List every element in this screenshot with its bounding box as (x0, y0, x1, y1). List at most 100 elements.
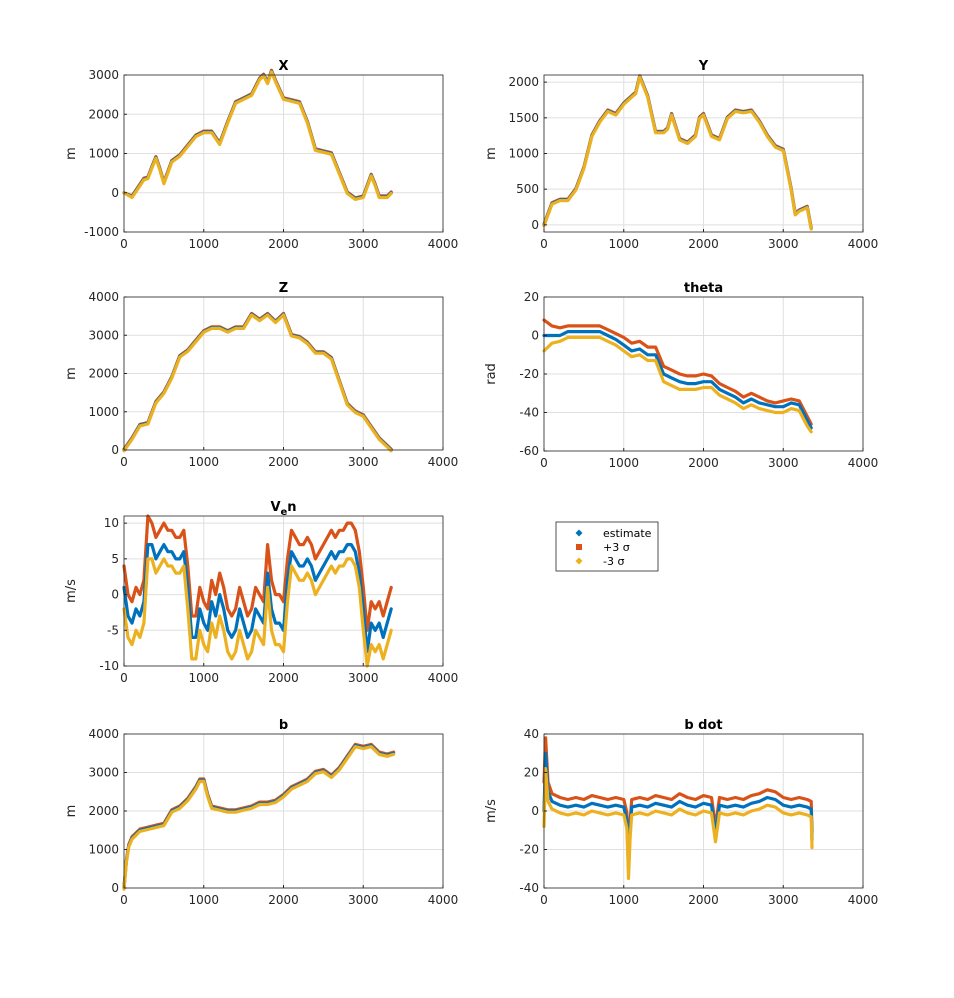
tick-label-x: 1000 (608, 237, 639, 251)
y-axis-label: m (64, 805, 79, 818)
tick-label-y: 2000 (88, 804, 119, 818)
legend-label-estimate: estimate (603, 527, 652, 540)
tick-label-x: 4000 (848, 456, 879, 470)
tick-label-y: 3000 (88, 328, 119, 342)
tick-label-x: 4000 (428, 671, 459, 685)
tick-label-y: 40 (524, 727, 539, 741)
subplot-title: X (278, 59, 288, 74)
tick-label-y: 20 (524, 290, 539, 304)
tick-label-x: 2000 (688, 456, 719, 470)
subplot-title: Y (698, 59, 709, 74)
tick-label-y: -10 (99, 659, 119, 673)
tick-label-x: 1000 (608, 456, 639, 470)
tick-label-x: 0 (540, 893, 548, 907)
tick-label-x: 2000 (688, 237, 719, 251)
legend-box (555, 521, 659, 572)
y-axis-label: m (64, 367, 79, 380)
tick-label-y: 2000 (88, 107, 119, 121)
tick-label-y: 1000 (508, 147, 539, 161)
tick-label-x: 3000 (768, 237, 799, 251)
legend-label-minus3: -3 σ (603, 555, 624, 568)
tick-label-x: 2000 (268, 455, 299, 469)
tick-label-y: 3000 (88, 766, 119, 780)
tick-label-x: 4000 (428, 455, 459, 469)
series-minus3 (122, 745, 396, 891)
series-minus3 (122, 557, 393, 668)
tick-label-y: 2000 (88, 367, 119, 381)
subplot-6: 0 1000 2000 3000 4000 -40 -20 0 20 40 b dot m/s (484, 718, 878, 907)
tick-label-x: 2000 (268, 671, 299, 685)
tick-label-x: 4000 (848, 237, 879, 251)
tick-label-y: 0 (111, 186, 119, 200)
tick-label-y: -40 (519, 406, 539, 420)
series-minus3 (542, 75, 813, 231)
subplot-title: Ven (270, 500, 296, 518)
legend-marker-minus3 (575, 557, 583, 565)
tick-label-x: 1000 (188, 671, 219, 685)
tick-label-y: 0 (531, 329, 539, 343)
tick-label-x: 3000 (348, 671, 379, 685)
tick-label-x: 0 (120, 237, 128, 251)
tick-label-x: 4000 (428, 237, 459, 251)
series-plus3 (122, 514, 393, 632)
series-estimate (122, 542, 393, 654)
tick-label-y: -60 (519, 444, 539, 458)
series-plus3 (542, 318, 813, 426)
y-axis-label: m (484, 147, 499, 160)
tick-label-y: 0 (111, 588, 119, 602)
tick-label-y: 0 (531, 218, 539, 232)
series-estimate (542, 751, 814, 871)
legend-label-plus3: +3 σ (603, 541, 630, 554)
tick-label-x: 0 (120, 671, 128, 685)
tick-label-x: 1000 (188, 237, 219, 251)
tick-label-x: 2000 (268, 237, 299, 251)
tick-label-x: 3000 (348, 237, 379, 251)
legend-marker-estimate (575, 529, 583, 537)
legend-marker-plus3 (576, 544, 582, 550)
tick-label-x: 1000 (608, 893, 639, 907)
tick-label-x: 4000 (428, 893, 459, 907)
tick-label-y: 1500 (508, 111, 539, 125)
series-estimate (542, 330, 813, 430)
tick-label-y: 0 (111, 443, 119, 457)
tick-label-x: 3000 (768, 893, 799, 907)
y-axis-label: m (64, 147, 79, 160)
tick-label-y: 0 (111, 881, 119, 895)
tick-label-x: 3000 (348, 893, 379, 907)
tick-label-x: 2000 (688, 893, 719, 907)
tick-label-y: 2000 (508, 75, 539, 89)
subplot-title: b dot (684, 718, 722, 733)
tick-label-x: 0 (120, 455, 128, 469)
tick-label-y: 0 (531, 804, 539, 818)
tick-label-x: 1000 (188, 455, 219, 469)
tick-label-x: 0 (120, 893, 128, 907)
tick-label-x: 0 (540, 237, 548, 251)
tick-label-y: 1000 (88, 147, 119, 161)
subplot-title: Z (279, 281, 288, 296)
y-axis-label: m/s (484, 799, 499, 823)
tick-label-y: -20 (519, 367, 539, 381)
series-minus3 (542, 766, 814, 881)
subplot-1: 0 1000 2000 3000 4000 0 500 1000 1500 2000 Ym (484, 59, 878, 251)
tick-label-y: -5 (107, 623, 119, 637)
y-axis-label: rad (484, 363, 499, 385)
tick-label-y: -1000 (84, 225, 119, 239)
tick-label-y: -40 (519, 881, 539, 895)
tick-label-y: 10 (104, 516, 119, 530)
tick-label-x: 1000 (188, 893, 219, 907)
tick-label-y: 1000 (88, 405, 119, 419)
tick-label-y: -20 (519, 843, 539, 857)
tick-label-x: 3000 (348, 455, 379, 469)
subplot-title: theta (684, 281, 723, 296)
tick-label-y: 4000 (88, 290, 119, 304)
series-minus3 (122, 70, 393, 201)
tick-label-y: 20 (524, 766, 539, 780)
series-minus3 (122, 313, 393, 453)
series-minus3 (542, 335, 813, 434)
tick-label-y: 1000 (88, 843, 119, 857)
series-plus3 (542, 736, 814, 852)
subplot-4: 0 1000 2000 3000 4000 -10 -5 0 5 10 Ven m/s (64, 500, 458, 685)
subplot-3: 0 1000 2000 3000 4000 -60 -40 -20 0 20 theta rad (484, 281, 878, 470)
